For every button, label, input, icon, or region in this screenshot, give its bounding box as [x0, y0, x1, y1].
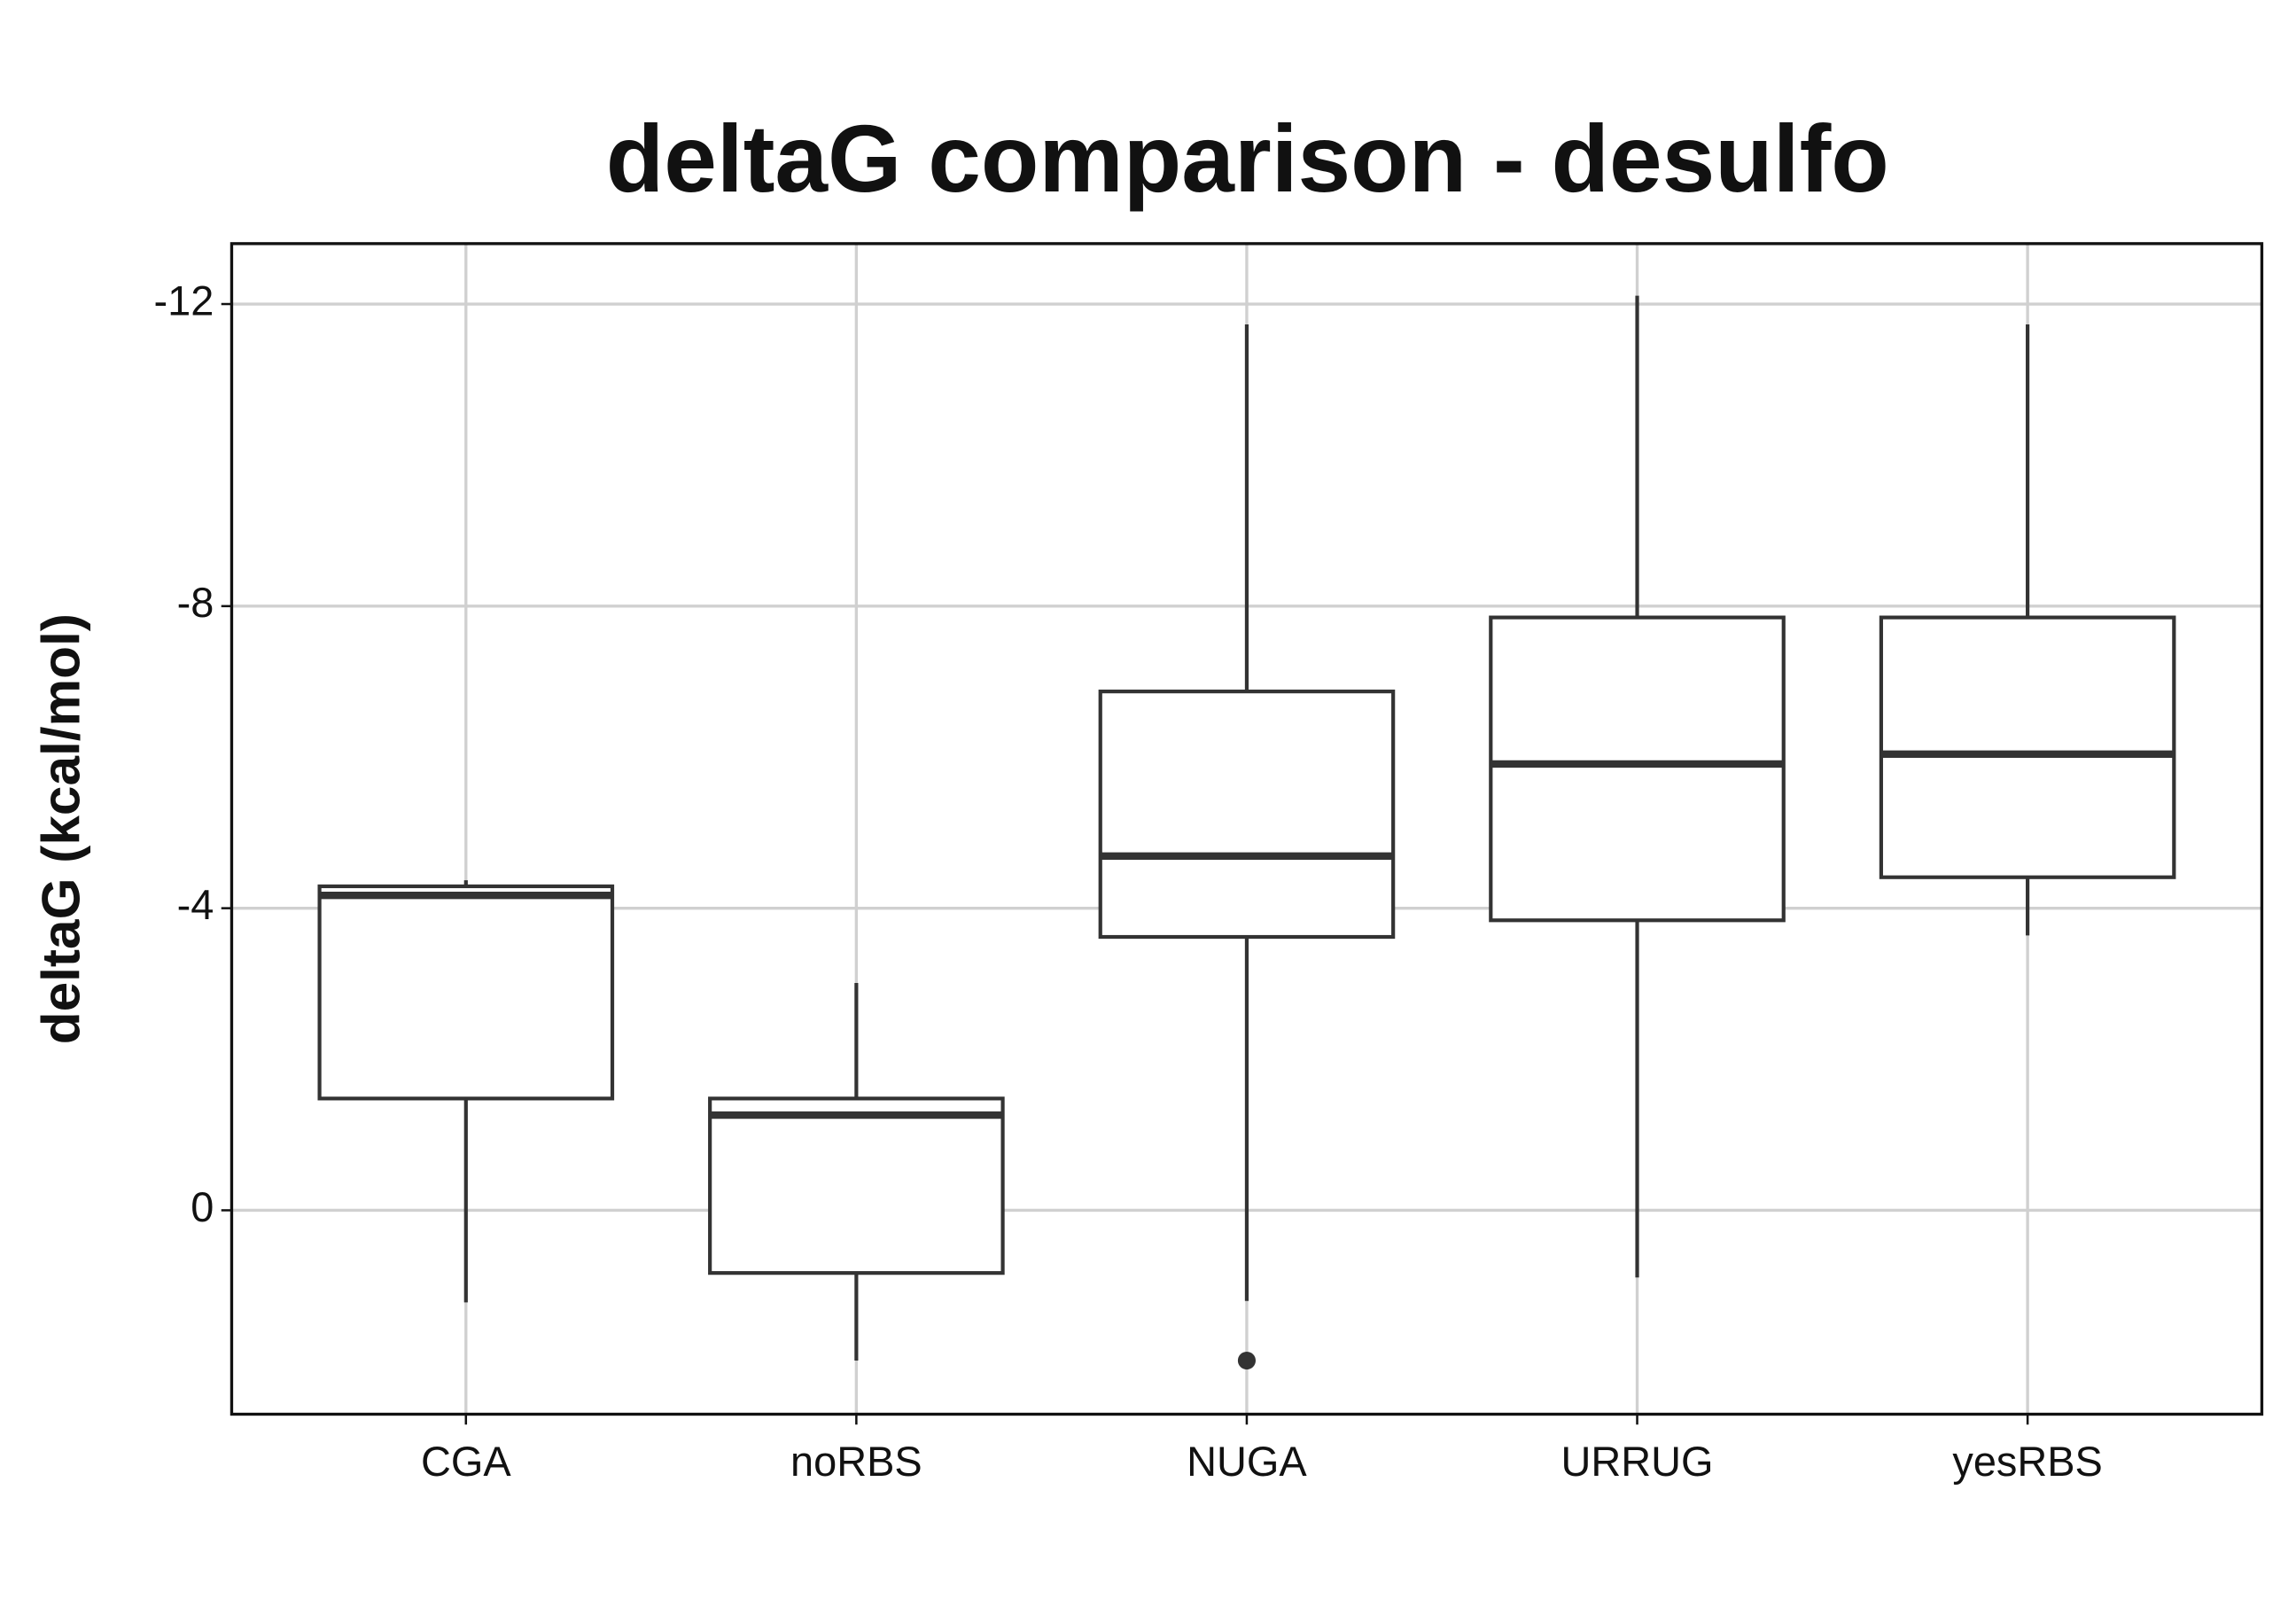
box: [708, 1096, 1005, 1275]
y-tick-label: -12: [154, 277, 214, 324]
plot-frame: [230, 242, 2264, 1416]
box: [317, 884, 615, 1101]
x-tick-label: CGA: [421, 1439, 511, 1485]
x-tick-label: yesRBS: [1952, 1439, 2102, 1485]
chart-title: deltaG comparison - desulfo: [606, 105, 1889, 212]
y-tick-label: 0: [191, 1184, 214, 1230]
x-tick-label: NUGA: [1187, 1439, 1307, 1485]
box: [1489, 615, 1786, 923]
y-tick-label: -4: [177, 882, 214, 928]
x-tick-label: noRBS: [790, 1439, 922, 1485]
y-axis-label: deltaG (kcal/mol): [31, 613, 91, 1044]
x-tick-label: URRUG: [1561, 1439, 1714, 1485]
outlier: [1237, 1351, 1257, 1370]
box: [1098, 690, 1396, 940]
box: [1879, 615, 2176, 879]
y-tick-label: -8: [177, 580, 214, 626]
